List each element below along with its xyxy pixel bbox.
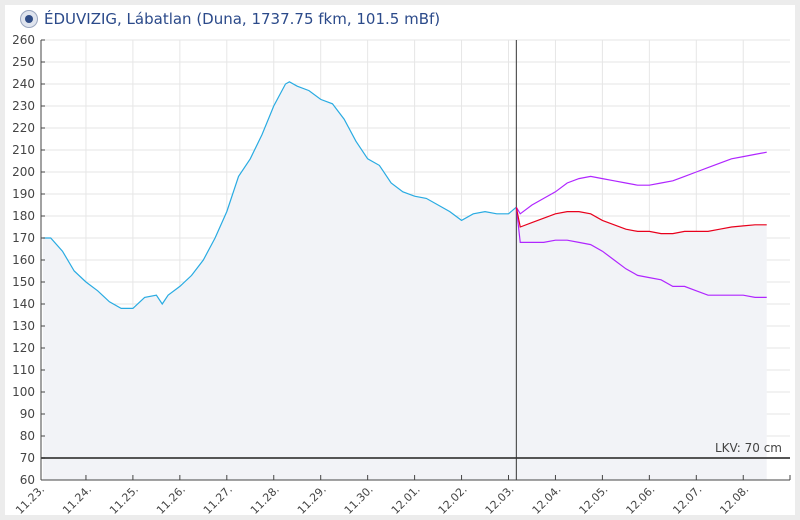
y-tick-label: 230 bbox=[12, 99, 35, 113]
chart-header: ÉDUVIZIG, Lábatlan (Duna, 1737.75 fkm, 1… bbox=[20, 8, 440, 30]
x-tick-label: 11.24. bbox=[60, 483, 94, 517]
y-tick-label: 70 bbox=[20, 451, 35, 465]
x-tick-label: 11.30. bbox=[342, 483, 376, 517]
forecast-lower-line bbox=[515, 207, 767, 298]
forecast-line bbox=[515, 207, 767, 235]
chart-title: ÉDUVIZIG, Lábatlan (Duna, 1737.75 fkm, 1… bbox=[44, 10, 441, 28]
x-tick-label: 11.23. bbox=[13, 483, 47, 517]
observed-series-line bbox=[42, 81, 517, 309]
x-tick-label: 11.27. bbox=[201, 483, 235, 517]
forecast-upper-line bbox=[515, 151, 767, 215]
x-tick-label: 12.08. bbox=[717, 483, 751, 517]
x-tick-label: 12.04. bbox=[530, 483, 564, 517]
x-tick-label: 12.05. bbox=[577, 483, 611, 517]
eduvizig-logo-icon bbox=[20, 10, 38, 28]
lkv-label: LKV: 70 cm bbox=[715, 441, 782, 455]
y-tick-label: 260 bbox=[12, 33, 35, 47]
x-tick-label: 11.26. bbox=[154, 483, 188, 517]
y-tick-label: 220 bbox=[12, 121, 35, 135]
x-tick-label: 11.29. bbox=[295, 483, 329, 517]
y-tick-label: 250 bbox=[12, 55, 35, 69]
y-tick-label: 120 bbox=[12, 341, 35, 355]
x-tick-label: 12.03. bbox=[483, 483, 517, 517]
y-tick-label: 180 bbox=[12, 209, 35, 223]
y-tick-label: 150 bbox=[12, 275, 35, 289]
y-tick-label: 240 bbox=[12, 77, 35, 91]
y-tick-label: 210 bbox=[12, 143, 35, 157]
y-tick-label: 100 bbox=[12, 385, 35, 399]
x-tick-label: 11.28. bbox=[248, 483, 282, 517]
y-tick-label: 170 bbox=[12, 231, 35, 245]
y-tick-label: 60 bbox=[20, 473, 35, 487]
y-tick-label: 190 bbox=[12, 187, 35, 201]
y-tick-label: 110 bbox=[12, 363, 35, 377]
x-tick-label: 12.07. bbox=[670, 483, 704, 517]
x-tick-label: 12.06. bbox=[624, 483, 658, 517]
x-tick-label: 11.25. bbox=[107, 483, 141, 517]
y-tick-label: 140 bbox=[12, 297, 35, 311]
y-tick-label: 130 bbox=[12, 319, 35, 333]
y-tick-label: 200 bbox=[12, 165, 35, 179]
y-tick-label: 80 bbox=[20, 429, 35, 443]
y-tick-label: 160 bbox=[12, 253, 35, 267]
area-fill bbox=[42, 81, 767, 481]
y-tick-label: 90 bbox=[20, 407, 35, 421]
x-tick-label: 12.02. bbox=[436, 483, 470, 517]
x-tick-label: 12.01. bbox=[389, 483, 423, 517]
